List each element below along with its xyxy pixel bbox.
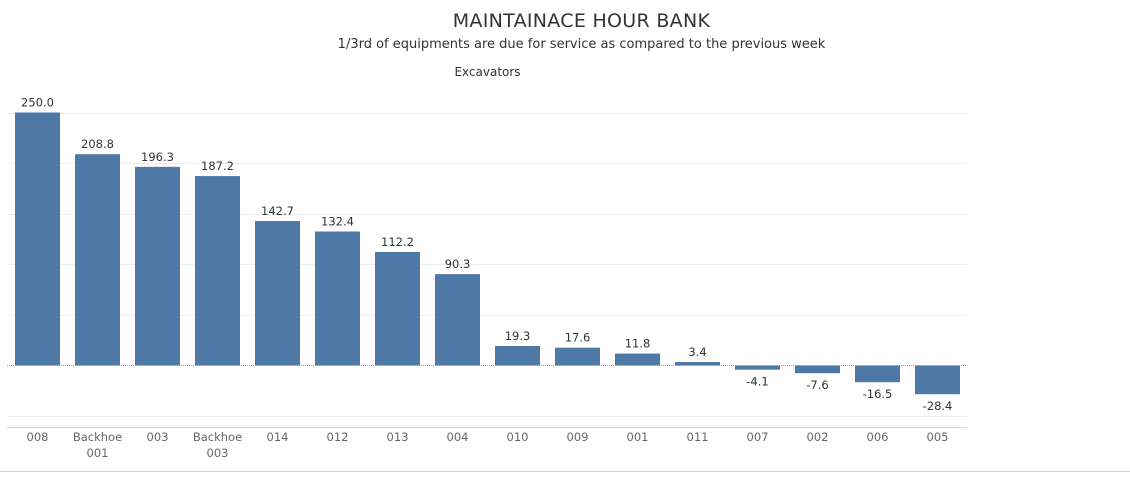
category-tick-label: 001 (627, 430, 649, 444)
panel-header: Excavators (454, 65, 521, 79)
data-label: 250.0 (21, 96, 54, 110)
bar (915, 365, 960, 395)
bottom-rule (0, 471, 1130, 472)
category-tick-label: 011 (687, 430, 709, 444)
bar (435, 274, 480, 366)
data-label: 208.8 (81, 137, 114, 151)
data-label: 142.7 (261, 204, 294, 218)
bar (555, 347, 600, 366)
bar (195, 176, 240, 366)
category-tick-label: 001 (87, 446, 109, 460)
data-label: 90.3 (445, 257, 471, 271)
bar (855, 365, 900, 383)
category-tick-label: Backhoe (193, 430, 242, 444)
bar (675, 362, 720, 366)
category-tick-label: 003 (147, 430, 169, 444)
category-tick-label: 004 (447, 430, 469, 444)
category-tick-label: 007 (747, 430, 769, 444)
category-tick-label: 014 (267, 430, 289, 444)
category-tick-label: 012 (327, 430, 349, 444)
category-tick-label: 003 (207, 446, 229, 460)
data-label: 112.2 (381, 235, 414, 249)
data-label: -28.4 (923, 399, 953, 413)
category-tick-label: Backhoe (73, 430, 122, 444)
category-tick-label: 002 (807, 430, 829, 444)
data-label: -16.5 (863, 387, 893, 401)
bar (795, 365, 840, 374)
data-label: 132.4 (321, 215, 354, 229)
category-tick-label: 013 (387, 430, 409, 444)
data-label: 187.2 (201, 159, 234, 173)
chart-subtitle: 1/3rd of equipments are due for service … (337, 37, 826, 52)
category-tick-label: 009 (567, 430, 589, 444)
bar (375, 251, 420, 366)
data-label: -4.1 (746, 375, 768, 389)
data-label: 19.3 (505, 329, 531, 343)
bar (615, 353, 660, 366)
bar (135, 166, 180, 366)
bar (315, 231, 360, 366)
bar (75, 154, 120, 366)
category-tick-label: 010 (507, 430, 529, 444)
bar (735, 365, 780, 370)
category-tick-label: 006 (867, 430, 889, 444)
data-label: 196.3 (141, 150, 174, 164)
bar (15, 112, 60, 366)
bar (495, 345, 540, 366)
category-tick-label: 005 (927, 430, 949, 444)
chart-title: MAINTAINACE HOUR BANK (452, 10, 711, 32)
category-tick-label: 008 (27, 430, 49, 444)
data-label: -7.6 (806, 378, 828, 392)
data-label: 17.6 (565, 331, 591, 345)
bar (255, 221, 300, 366)
data-label: 3.4 (688, 345, 706, 359)
data-label: 11.8 (625, 337, 651, 351)
